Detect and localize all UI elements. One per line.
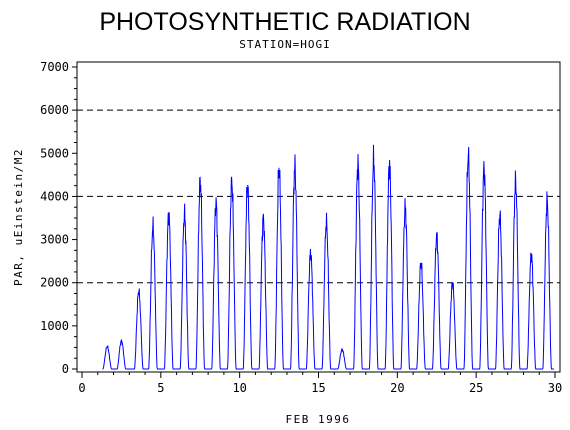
x-tick-label: 20 [390,381,404,395]
daily-peak-point [325,221,327,223]
daily-peak-point [404,206,406,208]
x-axis: 0 5 10 15 20 25 30 [78,372,562,395]
daily-peak-point [294,165,296,167]
x-tick-label: 5 [157,381,164,395]
daily-peak-point [231,180,233,182]
daily-peak-point [483,167,485,169]
daily-peak-point [530,254,532,256]
daily-peak-point [262,217,264,219]
daily-peak-point [341,348,343,351]
daily-peak-point [278,167,280,169]
chart-subtitle: STATION=HOGI [239,38,330,51]
daily-peak-point [168,213,170,215]
y-tick-label: 6000 [40,103,69,117]
daily-peak-point [152,226,154,228]
y-axis: 0 1000 2000 3000 4000 5000 6000 7000 [40,60,77,376]
daily-peak-point [514,180,517,182]
y-tick-label: 7000 [40,60,69,74]
daily-peak-point [246,185,249,187]
y-tick-label: 4000 [40,189,69,203]
daily-peak-point [357,163,359,165]
y-tick-label: 5000 [40,146,69,160]
daily-peak-point [120,340,123,342]
y-tick-label: 0 [62,362,69,376]
daily-peak-point [388,163,391,165]
x-tick-label: 25 [469,381,483,395]
x-tick-label: 10 [232,381,246,395]
daily-peak-point [138,290,140,292]
chart-title: PHOTOSYNTHETIC RADIATION [99,8,470,36]
y-axis-label: PAR, uEinstein/M2 [12,148,25,286]
daily-peak-point [199,180,201,182]
daily-peak-point [420,262,422,264]
daily-peak-point [499,215,501,217]
x-axis-label: FEB 1996 [286,413,351,426]
series-layer [102,144,555,370]
x-tick-label: 15 [311,381,325,395]
daily-peak-point [451,282,454,284]
daily-peak-point [215,202,217,204]
daily-peak-point [373,159,375,161]
daily-peak-point [546,200,548,202]
daily-peak-point [183,213,186,215]
reference-lines [77,109,560,284]
daily-peak-point [467,154,469,157]
daily-peak-point [310,251,312,254]
y-tick-label: 2000 [40,276,69,290]
x-tick-label: 30 [548,381,562,395]
y-tick-label: 1000 [40,319,69,333]
par-series-line [102,144,555,370]
daily-peak-point [106,345,108,348]
y-tick-label: 3000 [40,233,69,247]
daily-peak-point [436,234,438,236]
x-tick-label: 0 [78,381,85,395]
